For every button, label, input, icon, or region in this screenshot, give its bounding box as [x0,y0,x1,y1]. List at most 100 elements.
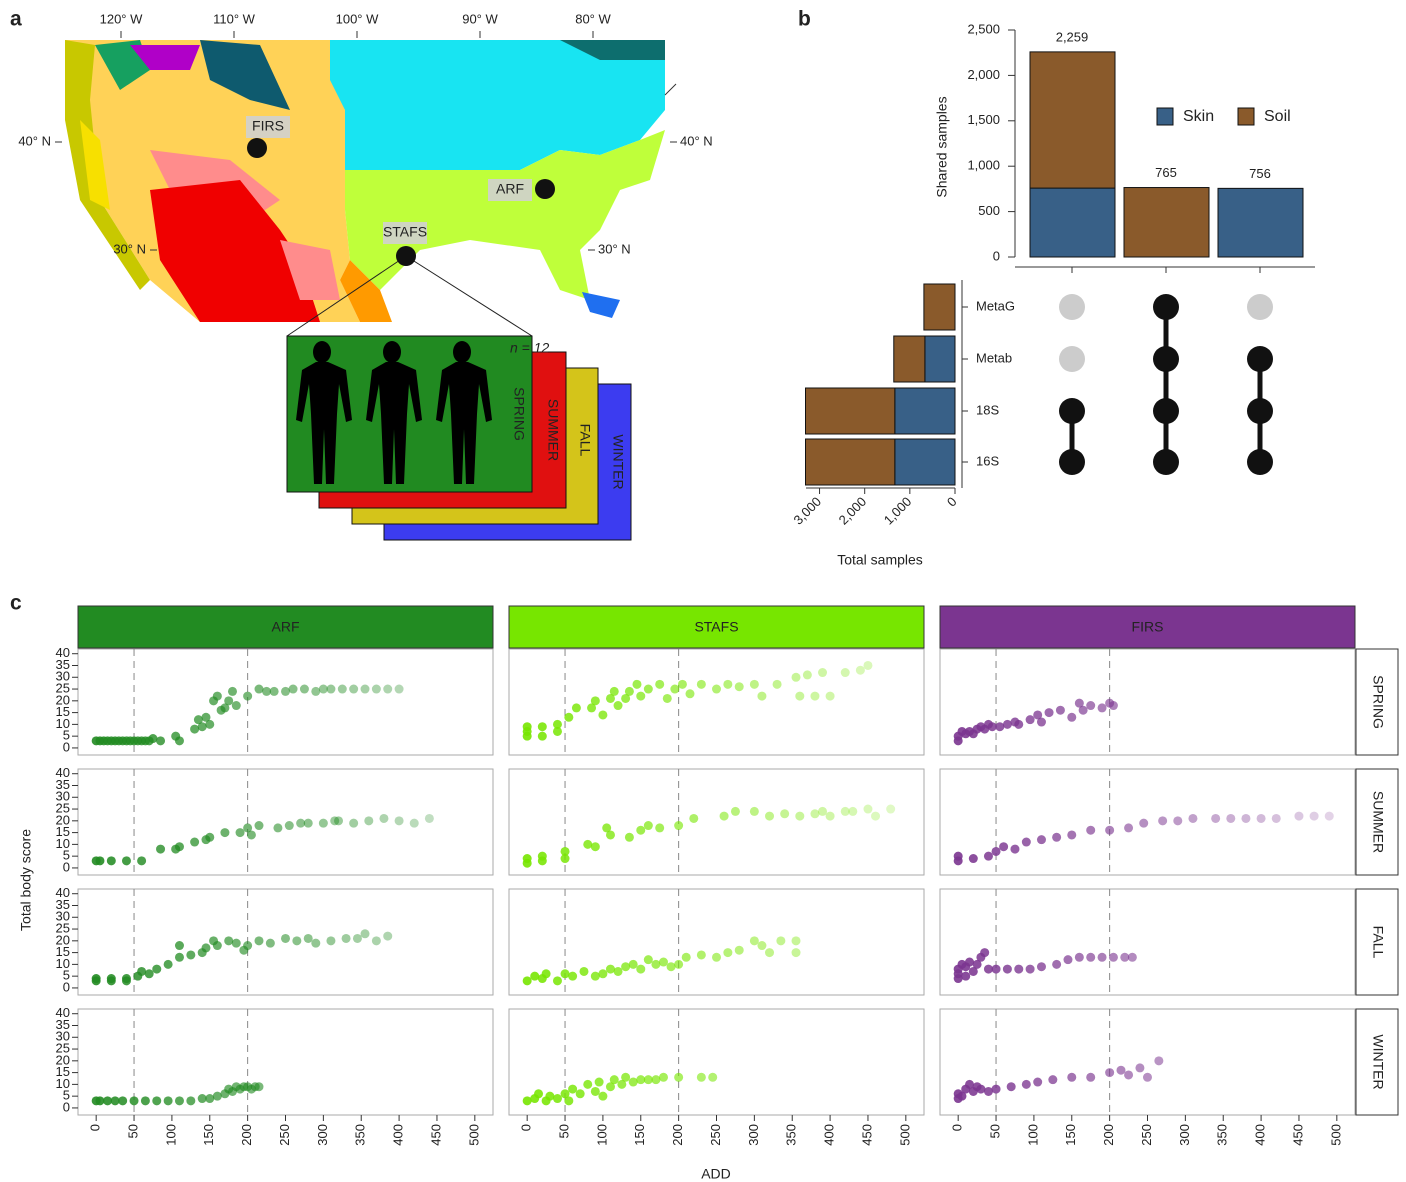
data-point [522,976,532,986]
data-point [1086,701,1096,711]
site-label: ARF [496,181,524,197]
matrix-dot [1153,398,1179,424]
y-tick-label: 40 [56,885,70,900]
data-point [628,959,638,969]
data-point [190,837,200,847]
site-marker [247,138,267,158]
data-point [1124,823,1134,833]
data-point [662,693,672,703]
data-point [776,936,786,946]
data-point [961,971,971,981]
y-tick-label: 30 [56,1029,70,1044]
data-point [1074,952,1084,962]
data-point [791,948,801,958]
x-tick-label: 50 [987,1124,1002,1138]
y-tick-label: 10 [56,956,70,971]
data-point [1211,813,1221,823]
data-point [1067,830,1077,840]
data-point [243,691,253,701]
x-tick-label: 250 [277,1124,292,1146]
x-axis-title: ADD [701,1166,731,1182]
data-point [871,811,881,821]
data-point [1033,1077,1043,1087]
y-tick-label: 35 [56,657,70,672]
data-point [587,703,597,713]
data-point [590,696,600,706]
data-point [522,722,532,732]
data-point [360,929,370,939]
data-point [118,1096,128,1106]
data-point [186,950,196,960]
bar-segment [894,387,956,435]
data-point [605,1082,615,1092]
data-point [231,701,241,711]
data-point [137,966,147,976]
x-tick-label: 500 [897,1124,912,1146]
data-point [621,962,631,972]
matrix-dot [1059,346,1085,372]
data-point [983,964,993,974]
data-point [825,691,835,701]
data-point [810,691,820,701]
data-point [855,665,865,675]
x-tick-label: 450 [1290,1124,1305,1146]
data-point [605,830,615,840]
x-tick-label: 0 [88,1124,103,1131]
data-point [281,686,290,696]
data-point [1139,818,1149,828]
data-point [231,938,241,948]
y-tick-label: 40 [56,765,70,780]
data-point [632,679,642,689]
data-point [1006,1082,1016,1092]
data-point [730,806,740,816]
matrix-dot [1247,346,1273,372]
map-edge [664,83,677,96]
x-tick-label: 0 [944,494,960,510]
row-title: SPRING [1370,675,1386,729]
data-point [1271,813,1281,823]
row-strip [1355,768,1399,876]
data-point [273,823,283,833]
data-point [965,957,975,967]
x-tick-label: 400 [1253,1124,1268,1146]
map-region [80,120,110,210]
data-point [791,672,801,682]
data-point [1105,1068,1115,1078]
data-point [1048,1075,1058,1085]
data-point [349,684,359,694]
data-point [140,1096,150,1106]
set-label: Metab [976,350,1012,365]
y-tick-label: 35 [56,777,70,792]
data-point [174,941,184,951]
x-tick-label: 150 [1063,1124,1078,1146]
body-silhouette [436,341,492,484]
data-point [802,670,812,680]
data-point [583,839,593,849]
data-point [590,842,600,852]
data-point [1173,816,1183,826]
data-point [1097,703,1107,713]
data-point [1036,717,1046,727]
data-point [1067,1072,1077,1082]
x-tick-label: 3,000 [790,494,824,528]
data-point [311,938,321,948]
y-tick-label: 25 [56,680,70,695]
data-point [349,818,359,828]
facet-panel [508,648,925,756]
data-point [303,818,313,828]
data-point [655,679,665,689]
data-point [1036,962,1046,972]
data-point [617,1079,627,1089]
data-point [685,689,695,699]
bar-segment [805,438,896,486]
data-point [624,686,634,696]
x-tick-label: 500 [466,1124,481,1146]
legend-label: Soil [1264,108,1291,125]
data-point [825,811,835,821]
data-point [1002,964,1012,974]
data-point [1154,1056,1164,1066]
data-point [957,1091,967,1101]
data-point [281,933,290,943]
data-point [1108,952,1118,962]
legend-swatch [1237,107,1255,126]
